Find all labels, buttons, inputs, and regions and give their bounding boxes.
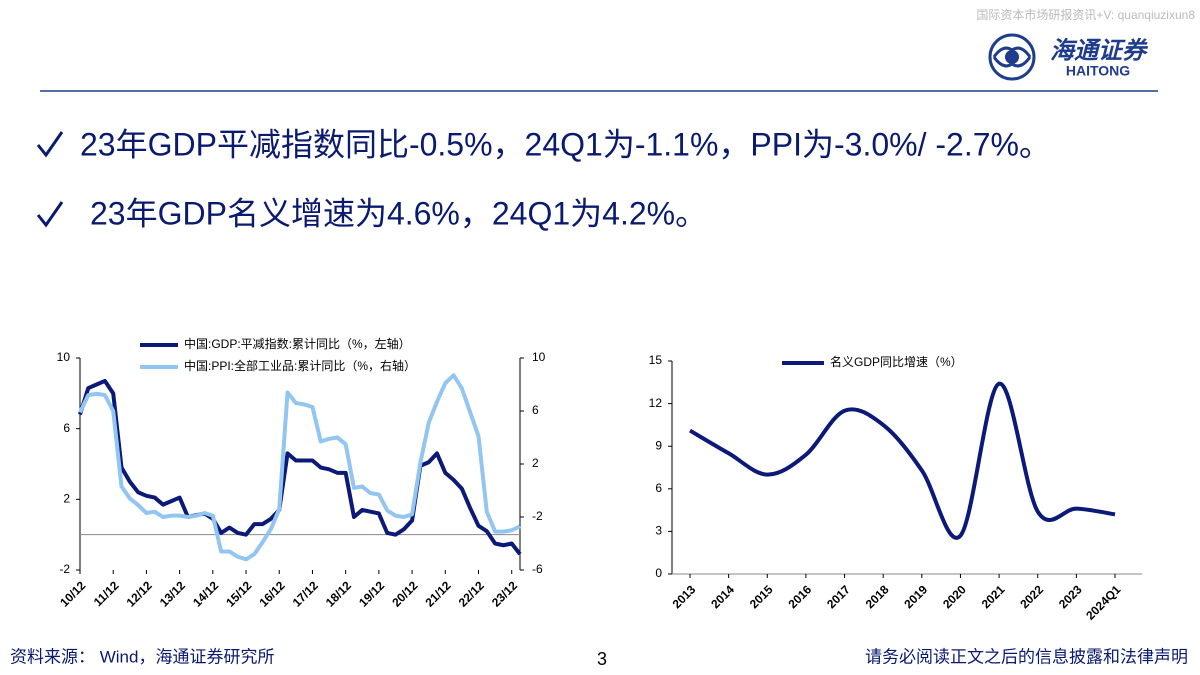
x-tick-label: 22/12	[456, 578, 487, 609]
x-tick-label: 2014	[708, 582, 737, 611]
x-tick-label: 2019	[901, 582, 930, 611]
bullet: 23年GDP平减指数同比-0.5%，24Q1为-1.1%，PPI为-3.0%/ …	[80, 126, 1051, 162]
x-tick-label: 2013	[670, 582, 699, 611]
x-tick-label: 2021	[979, 582, 1008, 611]
x-tick-label: 2024Q1	[1083, 582, 1123, 622]
legend-label: 中国:GDP:平减指数:累计同比（%，左轴）	[184, 336, 411, 351]
series-line	[78, 373, 521, 562]
check-icon	[36, 201, 64, 228]
y2-tick-label: -6	[532, 562, 543, 576]
source: 资料来源： Wind，海通证券研究所	[10, 647, 274, 666]
x-tick-label: 16/12	[256, 578, 287, 609]
x-tick-label: 17/12	[290, 578, 321, 609]
y-tick-label: 6	[655, 481, 662, 495]
logo-en: HAITONG	[1066, 63, 1130, 79]
series-line	[78, 378, 522, 556]
x-tick-label: 14/12	[190, 578, 221, 609]
y-tick-label: 3	[655, 524, 662, 538]
x-tick-label: 21/12	[423, 578, 454, 609]
y-tick-label: 9	[655, 438, 662, 452]
x-tick-label: 2018	[863, 582, 892, 611]
x-tick-label: 2020	[940, 582, 969, 611]
y-tick-label: 0	[655, 566, 662, 580]
x-tick-label: 11/12	[91, 578, 122, 609]
y2-tick-label: 6	[532, 403, 539, 417]
watermark: 国际资本市场研报资讯+V: quanqiuzixun8	[976, 7, 1195, 22]
y-tick-label: -2	[59, 562, 70, 576]
legend-label: 名义GDP同比增速（%）	[830, 354, 963, 369]
x-tick-label: 20/12	[389, 578, 420, 609]
check-icon	[36, 131, 64, 158]
y-tick-label: 15	[649, 353, 663, 367]
bullet: 23年GDP名义增速为4.6%，24Q1为4.2%。	[90, 195, 707, 231]
legend-label: 中国:PPI:全部工业品:累计同比（%，右轴）	[184, 358, 416, 373]
x-tick-label: 10/12	[57, 578, 88, 609]
x-tick-label: 13/12	[157, 578, 188, 609]
y-tick-label: 6	[63, 421, 70, 435]
disclaimer: 请务必阅读正文之后的信息披露和法律声明	[865, 647, 1188, 666]
x-tick-label: 12/12	[124, 578, 155, 609]
y-tick-label: 2	[63, 492, 70, 506]
y-tick-label: 12	[649, 396, 663, 410]
y2-tick-label: 10	[532, 350, 546, 364]
x-tick-label: 2015	[747, 582, 776, 611]
x-tick-label: 2022	[1017, 582, 1046, 611]
page-number: 3	[597, 649, 607, 669]
y-tick-label: 10	[57, 350, 71, 364]
x-tick-label: 2016	[785, 582, 814, 611]
x-tick-label: 15/12	[223, 578, 254, 609]
series-line	[688, 381, 1116, 540]
x-tick-label: 23/12	[489, 578, 520, 609]
x-tick-label: 19/12	[356, 578, 387, 609]
x-tick-label: 18/12	[323, 578, 354, 609]
logo-icon	[988, 33, 1036, 81]
y2-tick-label: -2	[532, 509, 543, 523]
logo-cn: 海通证券	[1050, 37, 1149, 64]
y2-tick-label: 2	[532, 456, 539, 470]
x-tick-label: 2017	[824, 582, 853, 611]
x-tick-label: 2023	[1056, 582, 1085, 611]
